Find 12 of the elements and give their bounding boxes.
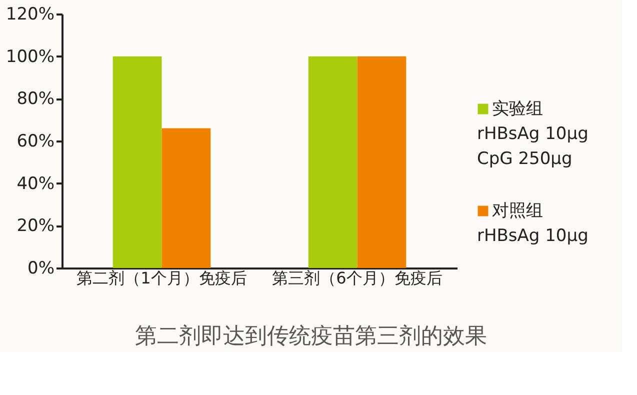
text: 第二剂即达到传统疫苗第三剂的效果 [135, 324, 488, 349]
x-tick-label: 第三剂（6个月）免疫后 [272, 268, 442, 288]
y-tick-label: 40% [16, 174, 54, 194]
y-tick-label: 100% [6, 46, 54, 67]
y-tick-label: 60% [16, 132, 54, 152]
y-tick-label: 120% [6, 4, 54, 24]
y-tick-label: 20% [16, 216, 54, 236]
y-tick-label: 0% [28, 258, 54, 278]
x-tick-label: 第二剂（1个月）免疫后 [76, 268, 247, 288]
legend-label: 对照组 rHBsAg 10μg [477, 201, 588, 246]
y-tick-label: 80% [16, 89, 54, 110]
legend-label: 实验组 rHBsAg 10μg CpG 250μg [477, 99, 588, 169]
